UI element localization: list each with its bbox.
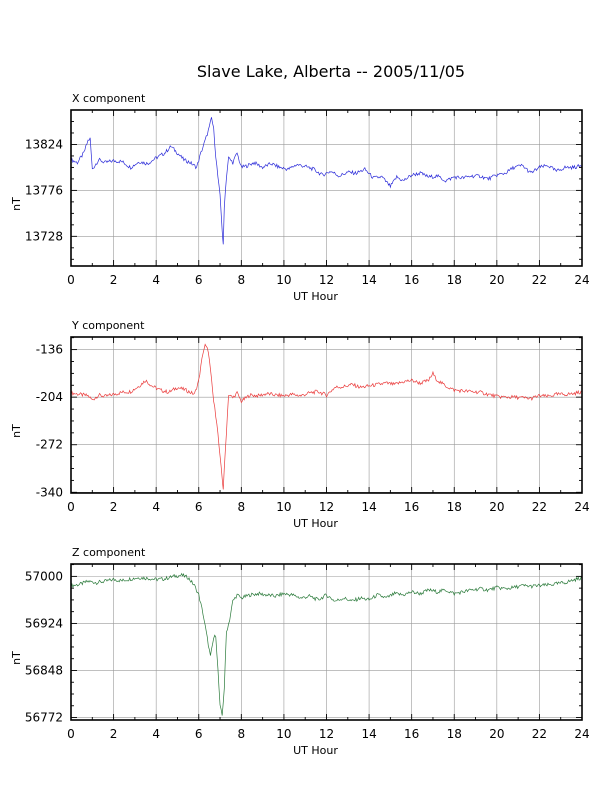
x-tick-label-x-10: 10	[276, 273, 291, 287]
y-axis-label-y: nT	[10, 424, 23, 438]
panel-z: 0 2 4 6 8 10 12 14 16 18 20 22 245677256848569245700…	[10, 546, 590, 757]
x-tick-label-y-2: 2	[110, 500, 118, 514]
x-tick-label-z-18: 18	[447, 727, 462, 741]
x-tick-label-x-18: 18	[447, 273, 462, 287]
x-axis-label-x: UT Hour	[293, 290, 338, 303]
x-tick-label-x-0: 0	[67, 273, 75, 287]
y-tick-label-x-13776: 13776	[25, 183, 63, 197]
y-axis-label-z: nT	[10, 651, 23, 665]
y-tick-label-z-57000: 57000	[25, 569, 63, 583]
x-tick-label-y-12: 12	[319, 500, 334, 514]
x-tick-label-y-6: 6	[195, 500, 203, 514]
x-tick-label-z-24: 24	[574, 727, 589, 741]
x-tick-label-x-24: 24	[574, 273, 589, 287]
series-line-y	[70, 343, 583, 490]
x-tick-label-x-6: 6	[195, 273, 203, 287]
x-tick-label-x-14: 14	[361, 273, 376, 287]
x-axis-label-y: UT Hour	[293, 517, 338, 530]
x-tick-label-z-0: 0	[67, 727, 75, 741]
y-tick-label-z-56848: 56848	[25, 663, 63, 677]
x-axis-label-z: UT Hour	[293, 744, 338, 757]
x-tick-label-y-4: 4	[152, 500, 160, 514]
y-tick-label-z-56924: 56924	[25, 616, 63, 630]
plot-frame-y	[70, 336, 583, 494]
y-axis-label-x: nT	[10, 197, 23, 211]
y-tick-label-y--340: -340	[36, 485, 63, 499]
x-tick-label-z-14: 14	[361, 727, 376, 741]
x-tick-label-z-12: 12	[319, 727, 334, 741]
y-tick-label-x-13728: 13728	[25, 229, 63, 243]
x-tick-label-z-22: 22	[532, 727, 547, 741]
x-tick-label-x-2: 2	[110, 273, 118, 287]
x-tick-label-x-20: 20	[489, 273, 504, 287]
x-tick-label-y-18: 18	[447, 500, 462, 514]
x-tick-label-y-10: 10	[276, 500, 291, 514]
x-tick-label-z-6: 6	[195, 727, 203, 741]
chart-title: Slave Lake, Alberta -- 2005/11/05	[197, 62, 465, 81]
x-tick-label-z-4: 4	[152, 727, 160, 741]
x-tick-label-x-4: 4	[152, 273, 160, 287]
x-tick-label-y-8: 8	[238, 500, 246, 514]
x-tick-label-x-22: 22	[532, 273, 547, 287]
panel-title-y: Y component	[71, 319, 145, 332]
series-line-x	[70, 117, 583, 245]
plot-frame-x	[70, 109, 583, 267]
x-tick-label-y-24: 24	[574, 500, 589, 514]
x-tick-label-z-2: 2	[110, 727, 118, 741]
panel-title-z: Z component	[72, 546, 146, 559]
y-tick-label-y--204: -204	[36, 390, 63, 404]
panel-title-x: X component	[72, 92, 146, 105]
x-tick-label-y-14: 14	[361, 500, 376, 514]
x-tick-label-z-16: 16	[404, 727, 419, 741]
x-tick-label-z-20: 20	[489, 727, 504, 741]
y-tick-label-y--136: -136	[36, 343, 63, 357]
x-tick-label-x-16: 16	[404, 273, 419, 287]
x-tick-label-x-8: 8	[238, 273, 246, 287]
y-tick-label-z-56772: 56772	[25, 711, 63, 725]
x-tick-label-z-10: 10	[276, 727, 291, 741]
x-tick-label-y-22: 22	[532, 500, 547, 514]
series-line-z	[70, 572, 583, 716]
x-tick-label-y-16: 16	[404, 500, 419, 514]
y-tick-label-y--272: -272	[36, 438, 63, 452]
plot-frame-z	[70, 563, 583, 721]
y-tick-label-x-13824: 13824	[25, 137, 63, 151]
x-tick-label-y-0: 0	[67, 500, 75, 514]
x-tick-label-y-20: 20	[489, 500, 504, 514]
x-tick-label-z-8: 8	[238, 727, 246, 741]
x-tick-label-x-12: 12	[319, 273, 334, 287]
